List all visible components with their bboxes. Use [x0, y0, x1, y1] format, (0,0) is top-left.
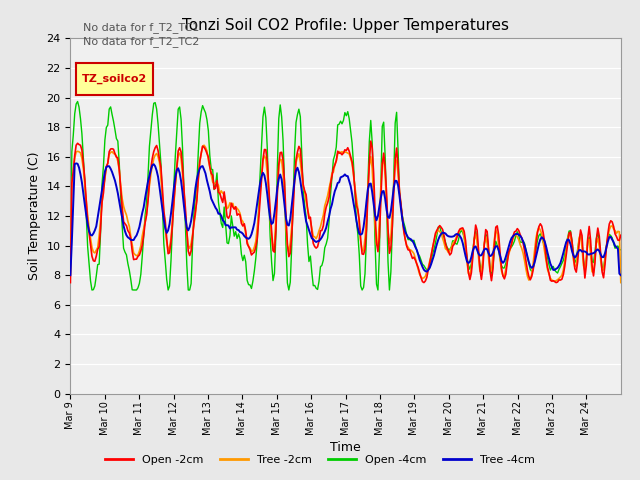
Open -2cm	[67, 280, 74, 286]
Tree -2cm	[351, 184, 359, 190]
Open -4cm	[86, 278, 94, 284]
X-axis label: Time: Time	[330, 441, 361, 454]
Open -4cm	[74, 98, 81, 104]
Legend: Open -2cm, Tree -2cm, Open -4cm, Tree -4cm: Open -2cm, Tree -2cm, Open -4cm, Tree -4…	[101, 451, 539, 469]
Tree -4cm	[104, 163, 111, 169]
Tree -4cm	[67, 272, 74, 278]
Open -2cm	[614, 237, 622, 243]
Tree -2cm	[67, 255, 74, 261]
Tree -2cm	[460, 234, 468, 240]
Tree -2cm	[85, 225, 93, 230]
Line: Open -4cm: Open -4cm	[70, 101, 621, 290]
Tree -2cm	[542, 258, 550, 264]
Tree -2cm	[102, 164, 110, 169]
Open -4cm	[617, 247, 625, 252]
Open -4cm	[88, 287, 96, 293]
Tree -2cm	[200, 143, 208, 148]
Y-axis label: Soil Temperature (C): Soil Temperature (C)	[28, 152, 41, 280]
Tree -4cm	[542, 243, 550, 249]
Tree -2cm	[617, 280, 625, 286]
Tree -4cm	[351, 208, 359, 214]
Open -4cm	[106, 106, 113, 112]
Tree -4cm	[614, 246, 622, 252]
Open -4cm	[616, 246, 623, 252]
Tree -4cm	[460, 247, 468, 252]
Title: Tonzi Soil CO2 Profile: Upper Temperatures: Tonzi Soil CO2 Profile: Upper Temperatur…	[182, 18, 509, 33]
Tree -2cm	[614, 228, 622, 234]
Tree -4cm	[617, 272, 625, 278]
Open -2cm	[367, 138, 374, 144]
Open -2cm	[460, 228, 468, 234]
Line: Tree -4cm: Tree -4cm	[70, 163, 621, 275]
Tree -4cm	[86, 232, 94, 238]
Open -4cm	[461, 244, 469, 250]
Line: Tree -2cm: Tree -2cm	[70, 145, 621, 283]
Text: No data for f_T2_TC1: No data for f_T2_TC1	[83, 22, 200, 33]
Open -2cm	[542, 254, 550, 260]
Text: No data for f_T2_TC2: No data for f_T2_TC2	[83, 36, 200, 47]
Open -2cm	[85, 230, 93, 236]
Line: Open -2cm: Open -2cm	[70, 141, 621, 283]
Open -2cm	[102, 164, 110, 169]
Open -4cm	[543, 255, 551, 261]
Open -4cm	[353, 218, 360, 224]
Open -4cm	[67, 272, 74, 277]
Open -2cm	[617, 232, 625, 238]
Tree -4cm	[72, 160, 80, 166]
Open -2cm	[349, 169, 357, 175]
